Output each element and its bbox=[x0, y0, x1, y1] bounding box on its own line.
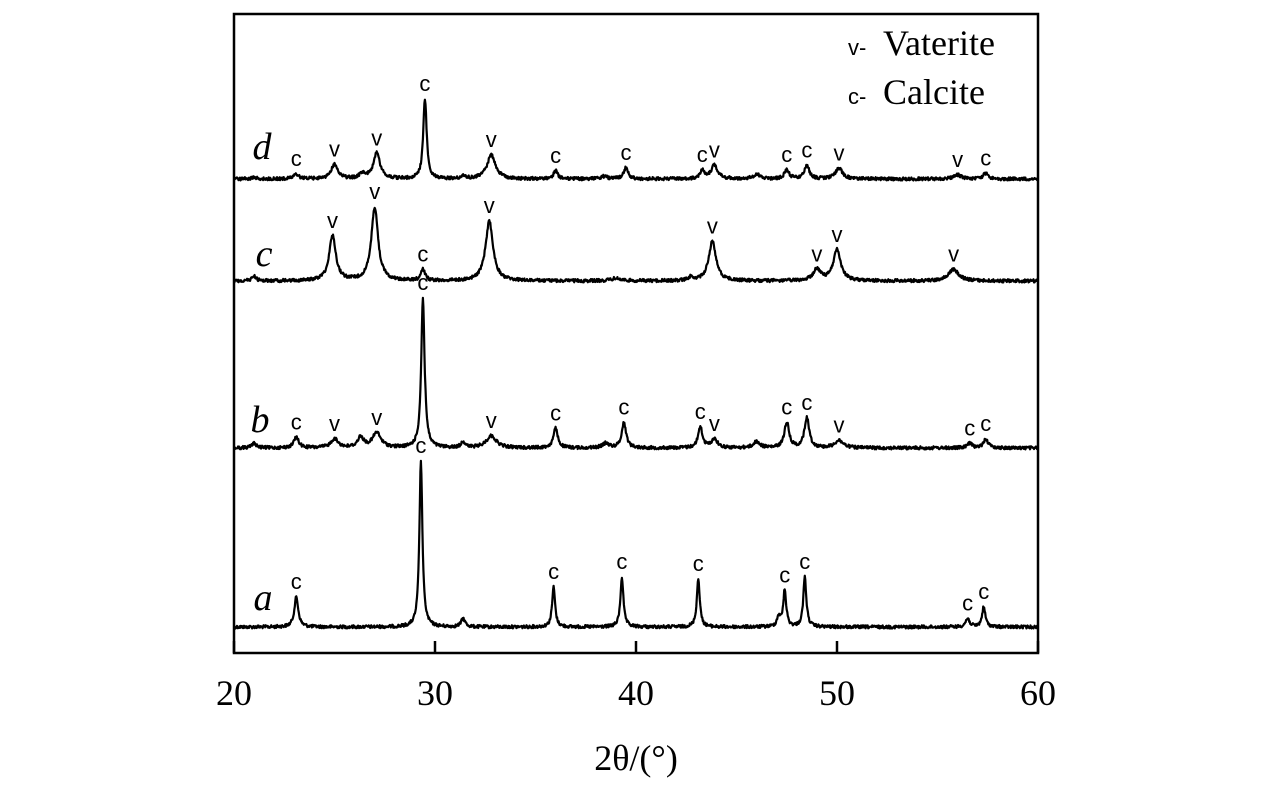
series-line-d bbox=[233, 98, 1040, 182]
peak-label-b-2: v bbox=[329, 411, 340, 436]
peak-label-b-5: c bbox=[417, 270, 428, 295]
peak-label-d-5: c bbox=[419, 71, 430, 96]
legend-symbol-1: c- bbox=[848, 84, 866, 109]
x-axis-ticks: 20 30 40 50 60 bbox=[216, 641, 1056, 713]
series-line-b bbox=[233, 296, 1040, 451]
peak-label-d-14: c bbox=[781, 142, 792, 167]
peak-label-c-1: v bbox=[327, 208, 338, 233]
peak-label-a-7: c bbox=[779, 563, 790, 588]
x-tick-label-20: 20 bbox=[216, 673, 252, 713]
x-tick-label-60: 60 bbox=[1020, 673, 1056, 713]
peak-label-b-10: c bbox=[618, 395, 629, 420]
peak-label-b-12: v bbox=[709, 411, 720, 436]
peak-label-b-16: v bbox=[834, 413, 845, 438]
peak-label-c-9: v bbox=[832, 222, 843, 247]
x-tick-label-50: 50 bbox=[819, 673, 855, 713]
legend-symbol-0: v- bbox=[848, 35, 866, 60]
series-label-c: c bbox=[256, 233, 273, 275]
peak-label-c-10: v bbox=[948, 242, 959, 267]
peak-label-d-12: v bbox=[709, 137, 720, 162]
peak-label-a-4: c bbox=[616, 549, 627, 574]
peak-label-d-7: v bbox=[486, 127, 497, 152]
peak-label-a-8: c bbox=[799, 549, 810, 574]
peak-label-a-3: c bbox=[548, 559, 559, 584]
peak-label-d-15: c bbox=[801, 137, 812, 162]
x-tick-label-30: 30 bbox=[417, 673, 453, 713]
peak-label-d-8: c bbox=[550, 143, 561, 168]
series-names: a b c d bbox=[251, 126, 273, 619]
legend: v- Vaterite c- Calcite bbox=[848, 23, 995, 112]
peak-label-a-10: c bbox=[978, 579, 989, 604]
peak-label-a-5: c bbox=[693, 551, 704, 576]
peak-label-b-7: v bbox=[486, 408, 497, 433]
peak-label-b-14: c bbox=[781, 395, 792, 420]
series-label-d: d bbox=[253, 126, 273, 168]
peak-label-b-11: c bbox=[695, 399, 706, 424]
peak-label-b-4: v bbox=[371, 405, 382, 430]
peak-label-b-15: c bbox=[801, 390, 812, 415]
x-tick-label-40: 40 bbox=[618, 673, 654, 713]
peak-label-d-4: v bbox=[371, 125, 382, 150]
series-label-b: b bbox=[251, 399, 270, 441]
peak-label-d-17: v bbox=[952, 147, 963, 172]
legend-label-0: Vaterite bbox=[883, 23, 995, 63]
peak-label-d-16: v bbox=[834, 141, 845, 166]
x-axis-label: 2θ/(°) bbox=[594, 738, 678, 778]
peak-label-b-8: c bbox=[550, 401, 561, 426]
series-line-a bbox=[232, 459, 1040, 630]
peak-label-c-4: v bbox=[484, 193, 495, 218]
peak-label-b-17: c bbox=[964, 416, 975, 441]
peak-label-c-3: c bbox=[417, 242, 428, 267]
peak-label-c-8: v bbox=[811, 242, 822, 267]
series-label-a: a bbox=[254, 577, 273, 619]
series-line-c bbox=[233, 206, 1039, 284]
peak-label-c-7: v bbox=[707, 214, 718, 239]
legend-label-1: Calcite bbox=[883, 72, 985, 112]
peak-label-d-10: c bbox=[621, 140, 632, 165]
series-lines bbox=[232, 98, 1040, 630]
peak-label-d-18: c bbox=[980, 145, 991, 170]
peak-label-d-11: c bbox=[697, 142, 708, 167]
peak-label-d-2: v bbox=[329, 137, 340, 162]
peak-label-a-0: c bbox=[291, 569, 302, 594]
peak-label-a-1: c bbox=[415, 433, 426, 458]
peak-label-b-1: c bbox=[291, 410, 302, 435]
peak-label-d-1: c bbox=[291, 146, 302, 171]
peak-label-b-18: c bbox=[980, 411, 991, 436]
peak-label-a-9: c bbox=[962, 591, 973, 616]
peak-label-c-2: v bbox=[369, 179, 380, 204]
